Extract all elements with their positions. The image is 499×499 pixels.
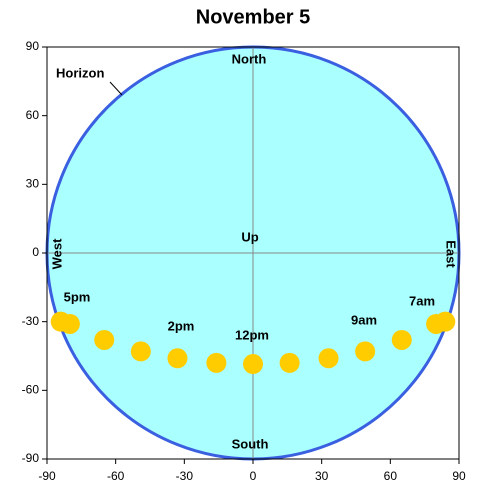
x-tick-label: -60: [107, 469, 125, 483]
sun-position: [130, 341, 151, 362]
sun-position: [167, 348, 188, 369]
x-tick-label: 0: [250, 469, 257, 483]
y-tick-label: -90: [22, 451, 40, 465]
annotation: 9am: [351, 312, 377, 327]
annotation: East: [444, 240, 459, 268]
sun-position: [94, 329, 115, 350]
y-tick-label: 30: [26, 177, 40, 191]
annotation: 12pm: [235, 327, 269, 342]
annotation: South: [232, 436, 269, 451]
annotation: Horizon: [56, 65, 104, 80]
y-tick-label: -60: [22, 383, 40, 397]
sun-position: [279, 352, 300, 373]
y-tick-label: 0: [32, 245, 39, 259]
sun-position: [206, 352, 227, 373]
chart-title: November 5: [196, 6, 311, 28]
sun-position: [435, 311, 456, 332]
x-tick-label: -90: [38, 469, 56, 483]
y-tick-label: -30: [22, 314, 40, 328]
sun-position: [355, 341, 376, 362]
y-tick-label: 60: [26, 108, 40, 122]
annotation: 7am: [409, 293, 435, 308]
annotation: 5pm: [64, 289, 91, 304]
x-tick-label: 90: [452, 469, 466, 483]
sun-position: [243, 354, 263, 375]
sun-position: [59, 313, 80, 334]
y-tick-label: 90: [26, 39, 40, 53]
horizon-leader: [109, 81, 123, 96]
annotation: 2pm: [168, 318, 195, 333]
annotation: North: [232, 51, 267, 66]
x-tick-label: -30: [176, 469, 194, 483]
x-tick-label: 60: [384, 469, 398, 483]
sun-position: [318, 348, 339, 369]
x-tick-label: 30: [315, 469, 329, 483]
annotation: West: [49, 238, 64, 269]
annotation: Up: [241, 229, 258, 244]
sun-position: [391, 329, 412, 350]
